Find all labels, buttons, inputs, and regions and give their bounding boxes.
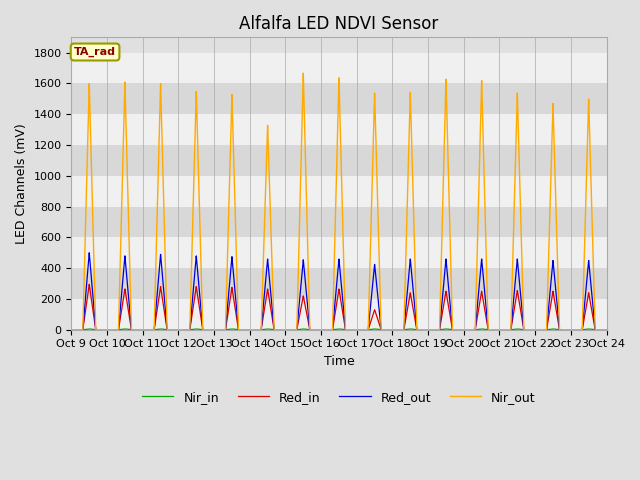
Nir_in — [409, 326, 417, 332]
Nir_out — [505, 327, 513, 333]
Red_in — [68, 327, 76, 333]
Legend: Nir_in, Red_in, Red_out, Nir_out: Nir_in, Red_in, Red_out, Nir_out — [137, 385, 541, 408]
Nir_in — [85, 326, 93, 332]
Nir_in — [603, 327, 611, 333]
Red_out — [505, 327, 513, 333]
Nir_out — [484, 327, 492, 333]
Bar — [72, 206, 607, 238]
Nir_out — [497, 327, 505, 333]
Bar — [72, 176, 607, 206]
Red_in — [95, 327, 103, 333]
Y-axis label: LED Channels (mV): LED Channels (mV) — [15, 123, 28, 244]
Nir_out — [300, 70, 307, 76]
Red_in — [505, 327, 513, 333]
Red_out — [68, 327, 76, 333]
Nir_in — [470, 327, 477, 333]
Red_out — [603, 327, 611, 333]
Nir_in — [68, 327, 76, 333]
Bar — [72, 53, 607, 84]
Bar — [72, 114, 607, 145]
Nir_out — [470, 327, 477, 333]
Bar — [72, 84, 607, 114]
Nir_in — [505, 327, 513, 333]
Red_in — [603, 327, 611, 333]
Nir_in — [497, 327, 505, 333]
Nir_out — [603, 327, 611, 333]
Bar — [72, 299, 607, 330]
Text: TA_rad: TA_rad — [74, 47, 116, 57]
Nir_in — [484, 327, 492, 333]
Red_out — [470, 327, 477, 333]
Bar — [72, 238, 607, 268]
Red_in — [409, 306, 417, 312]
Nir_out — [409, 190, 417, 195]
Nir_out — [68, 327, 76, 333]
Title: Alfalfa LED NDVI Sensor: Alfalfa LED NDVI Sensor — [239, 15, 438, 33]
Red_in — [484, 327, 492, 333]
Red_in — [470, 327, 477, 333]
Red_out — [85, 250, 93, 256]
Red_out — [484, 327, 492, 333]
Line: Nir_in: Nir_in — [72, 329, 607, 330]
Bar — [72, 268, 607, 299]
Nir_in — [95, 327, 103, 333]
Red_out — [95, 327, 103, 333]
Red_out — [409, 286, 417, 292]
Red_in — [85, 281, 93, 287]
Bar — [72, 145, 607, 176]
Nir_out — [95, 327, 103, 333]
Line: Nir_out: Nir_out — [72, 73, 607, 330]
Line: Red_in: Red_in — [72, 284, 607, 330]
Line: Red_out: Red_out — [72, 253, 607, 330]
Red_in — [497, 327, 505, 333]
Red_out — [497, 327, 505, 333]
X-axis label: Time: Time — [324, 355, 355, 368]
